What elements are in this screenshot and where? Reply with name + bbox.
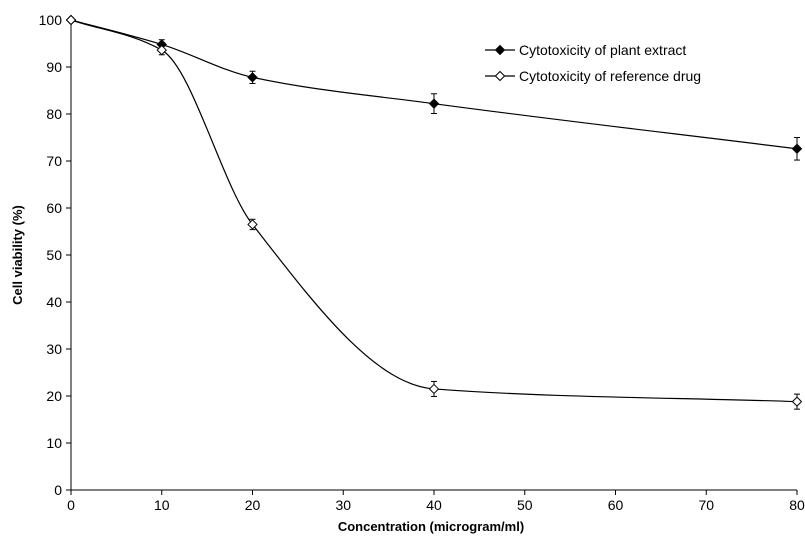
x-tick-label: 30 xyxy=(335,497,351,513)
legend-marker xyxy=(494,70,506,82)
data-point xyxy=(428,98,440,109)
y-tick-label: 100 xyxy=(39,12,63,28)
y-tick-label: 80 xyxy=(46,106,62,122)
data-point xyxy=(791,143,803,154)
data-point xyxy=(156,44,167,56)
y-tick-label: 50 xyxy=(46,247,62,263)
series-2 xyxy=(65,14,803,410)
x-tick-label: 0 xyxy=(67,497,75,513)
data-point xyxy=(247,72,258,83)
x-tick-label: 60 xyxy=(608,497,624,513)
legend-label: Cytotoxicity of reference drug xyxy=(519,68,701,84)
series-line xyxy=(70,19,798,150)
data-point xyxy=(791,396,803,407)
x-axis-ticks: 0 10 20 30 40 50 60 70 80 xyxy=(67,490,805,513)
y-axis-title: Cell viability (%) xyxy=(10,205,25,305)
y-tick-label: 10 xyxy=(46,435,62,451)
data-point xyxy=(65,14,77,26)
y-tick-label: 70 xyxy=(46,153,62,169)
x-axis-title: Concentration (microgram/ml) xyxy=(338,519,524,534)
legend-label: Cytotoxicity of plant extract xyxy=(519,42,686,58)
y-tick-label: 20 xyxy=(46,388,62,404)
legend-item: Cytotoxicity of plant extract xyxy=(485,42,686,58)
y-tick-label: 0 xyxy=(54,482,62,498)
y-tick-label: 40 xyxy=(46,294,62,310)
legend-marker xyxy=(494,44,506,56)
y-axis-ticks: 0 10 20 30 40 50 60 70 80 90 100 xyxy=(39,12,71,498)
x-tick-label: 40 xyxy=(426,497,442,513)
x-tick-label: 10 xyxy=(154,497,170,513)
y-tick-label: 30 xyxy=(46,341,62,357)
legend-item: Cytotoxicity of reference drug xyxy=(485,68,701,84)
x-tick-label: 70 xyxy=(698,497,714,513)
x-tick-label: 20 xyxy=(245,497,261,513)
x-tick-label: 80 xyxy=(789,497,805,513)
y-tick-label: 60 xyxy=(46,200,62,216)
series-1 xyxy=(65,14,803,161)
axes xyxy=(70,20,797,491)
series xyxy=(65,14,803,410)
x-tick-label: 50 xyxy=(517,497,533,513)
data-point xyxy=(428,383,440,395)
y-tick-label: 90 xyxy=(46,59,62,75)
data-point xyxy=(247,219,258,230)
legend: Cytotoxicity of plant extract Cytotoxicit… xyxy=(485,42,701,84)
